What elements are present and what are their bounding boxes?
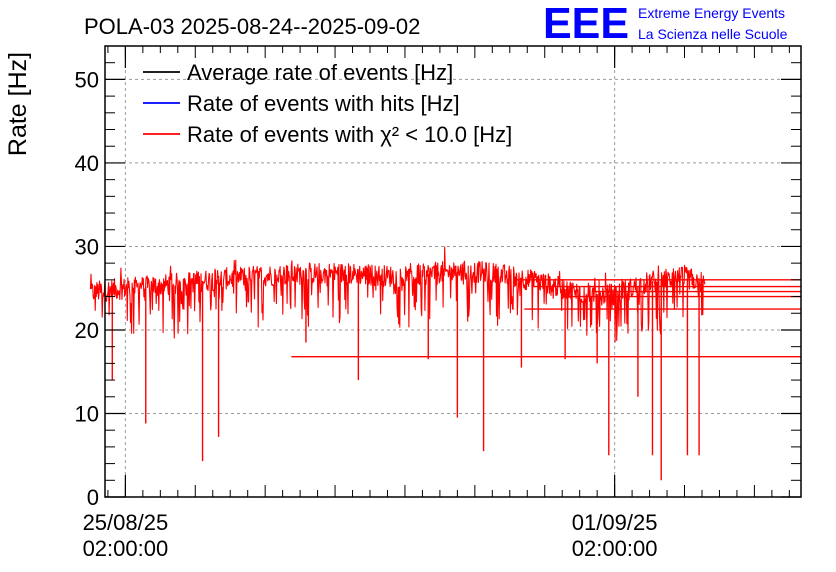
eee-logo: EEE Extreme Energy Events La Scienza nel…: [543, 0, 788, 48]
y-tick-label: 0: [87, 485, 99, 510]
x-tick-label-time: 02:00:00: [572, 536, 658, 561]
y-tick-label: 50: [75, 67, 99, 92]
legend: Average rate of events [Hz] Rate of event…: [143, 60, 512, 147]
y-tick-label: 10: [75, 401, 99, 426]
series-chi2-line: [89, 246, 706, 343]
x-tick-label-date: 01/09/25: [572, 510, 658, 535]
y-tick-label: 20: [75, 318, 99, 343]
x-tick-label-time: 02:00:00: [83, 536, 169, 561]
eee-logo-mark: EEE: [543, 0, 629, 48]
y-axis-label: Rate [Hz]: [4, 52, 32, 156]
plot-frame: [104, 45, 802, 498]
legend-entry-label: Rate of events with χ² < 10.0 [Hz]: [187, 122, 512, 147]
grid-lines: [105, 46, 801, 497]
y-tick-label: 40: [75, 151, 99, 176]
x-tick-label-date: 25/08/25: [83, 510, 169, 535]
legend-entry-label: Average rate of events [Hz]: [187, 60, 453, 85]
data-layer: [89, 246, 801, 481]
y-tick-label: 30: [75, 234, 99, 259]
eee-logo-line1: Extreme Energy Events: [638, 5, 785, 21]
axes: 0102030405025/08/2502:00:0001/09/2502:00…: [75, 46, 801, 561]
chart-title: POLA-03 2025-08-24--2025-09-02: [84, 14, 420, 39]
legend-entry-label: Rate of events with hits [Hz]: [187, 91, 460, 116]
eee-logo-line2: La Scienza nelle Scuole: [638, 26, 788, 42]
